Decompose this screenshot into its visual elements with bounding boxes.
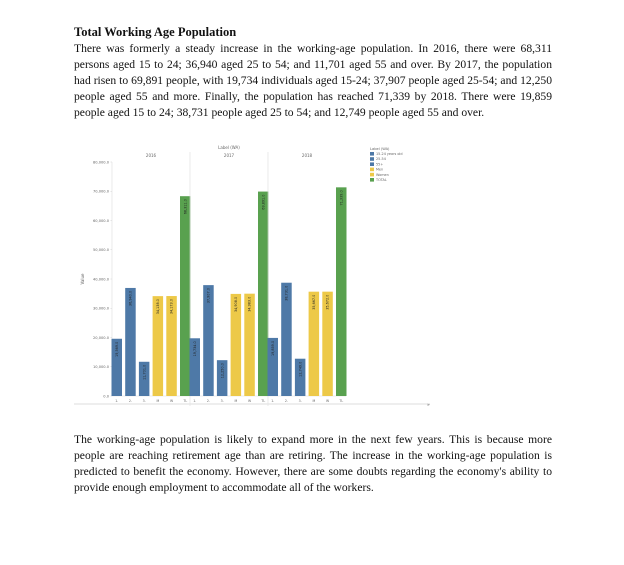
y-tick-label: 0.0 — [103, 394, 109, 398]
bar — [308, 291, 320, 396]
bar-value-label: 35,672.0 — [326, 295, 330, 310]
group-header: 2018 — [302, 153, 313, 158]
bar-tick-label: W — [248, 399, 252, 403]
legend-item-label: Women — [376, 173, 389, 177]
bar-value-label: 19,859.0 — [271, 341, 275, 356]
legend-title: Label (WA) — [370, 147, 390, 151]
bar-value-label: 19,569.0 — [115, 342, 119, 357]
bar-value-label: 37,907.0 — [207, 288, 211, 303]
bar — [244, 293, 255, 396]
bar — [336, 187, 347, 396]
legend-item-label: 55+ — [376, 162, 383, 166]
legend-item-label: 15-24 years old — [376, 152, 403, 156]
legend-swatch — [370, 157, 374, 161]
bar-tick-label: W — [170, 399, 174, 403]
bar — [166, 296, 177, 396]
legend-swatch — [370, 172, 374, 177]
outro-paragraph: The working-age population is likely to … — [74, 433, 552, 494]
bar — [180, 196, 191, 396]
bar — [216, 360, 228, 396]
legend-swatch — [370, 167, 374, 172]
bar-tick-label: 3. — [143, 399, 146, 403]
chart-container: Label (WA) Value 0.0 10,000.0 20,000.0 30,000… — [74, 140, 434, 410]
bar-tick-label: TL — [260, 399, 265, 403]
bar-value-label: 11,701.0 — [142, 365, 146, 380]
bar-tick-label: 1. — [271, 399, 274, 403]
bar — [189, 338, 200, 396]
bar-tick-label: 3. — [221, 399, 224, 403]
y-tick-label: 40,000.0 — [93, 277, 110, 281]
bar-value-label: 36,940.0 — [129, 291, 133, 306]
y-tick-label: 60,000.0 — [93, 219, 110, 223]
bar-value-label: 34,908.0 — [234, 297, 238, 312]
bar-value-label: 71,339.0 — [339, 190, 343, 205]
bar-tick-label: 2. — [129, 399, 132, 403]
bar-value-label: 34,983.0 — [248, 297, 252, 312]
bar-tick-label: 1. — [193, 399, 196, 403]
bar — [152, 296, 164, 396]
document-title: Total Working Age Population — [74, 25, 237, 39]
bar — [322, 291, 333, 396]
bar-tick-label: 2. — [207, 399, 210, 403]
bar-value-label: 34,138.0 — [156, 299, 160, 314]
bar-tick-label: M — [234, 399, 237, 403]
bar-value-label: 38,731.0 — [285, 286, 289, 301]
y-tick-label: 10,000.0 — [93, 365, 110, 369]
bar-tick-label: 2. — [285, 399, 288, 403]
bar-tick-label: 3. — [299, 399, 302, 403]
legend-item-label: 25-54 — [376, 157, 386, 161]
y-tick-label: 20,000.0 — [93, 336, 110, 340]
bar-tick-label: M — [312, 399, 315, 403]
bar — [267, 337, 278, 396]
scroll-right-icon: ▸ — [427, 402, 430, 408]
bar-value-label: 12,749.0 — [298, 362, 302, 377]
y-tick-label: 80,000.0 — [93, 160, 110, 164]
legend-swatch — [370, 178, 374, 182]
bar — [111, 338, 122, 396]
bar-chart: Label (WA) Value 0.0 10,000.0 20,000.0 30,000… — [74, 145, 430, 408]
bar-tick-label: W — [326, 399, 330, 403]
bar — [294, 358, 306, 396]
bar-value-label: 34,173.0 — [170, 299, 174, 314]
group-header: 2016 — [146, 153, 157, 158]
bar-tick-label: TL — [338, 399, 343, 403]
chart-title: Label (WA) — [218, 145, 240, 150]
legend-item-label: Men — [376, 168, 383, 172]
legend-item-label: TOTAL — [375, 178, 387, 182]
legend-swatch — [370, 162, 374, 166]
bar — [281, 282, 292, 396]
intro-paragraph: There was formerly a steady increase in … — [74, 42, 552, 119]
y-tick-label: 50,000.0 — [93, 248, 110, 252]
bar — [125, 287, 136, 396]
y-tick-label: 30,000.0 — [93, 307, 110, 311]
bar-tick-label: M — [156, 399, 159, 403]
y-axis-label: Value — [80, 273, 85, 285]
bar-value-label: 35,667.0 — [312, 295, 316, 310]
bar — [138, 361, 150, 396]
legend-swatch — [370, 152, 374, 156]
bar — [230, 293, 242, 396]
bar — [258, 191, 269, 396]
bar-value-label: 69,891.0 — [261, 195, 265, 210]
bar-value-label: 19,734.0 — [193, 341, 197, 356]
bar-tick-label: 1. — [115, 399, 118, 403]
y-tick-label: 70,000.0 — [93, 190, 110, 194]
group-header: 2017 — [224, 153, 235, 158]
bar — [203, 285, 214, 396]
bar-value-label: 12,250.0 — [220, 363, 224, 378]
bar-value-label: 68,311.0 — [183, 199, 187, 214]
bar-tick-label: TL — [182, 399, 187, 403]
